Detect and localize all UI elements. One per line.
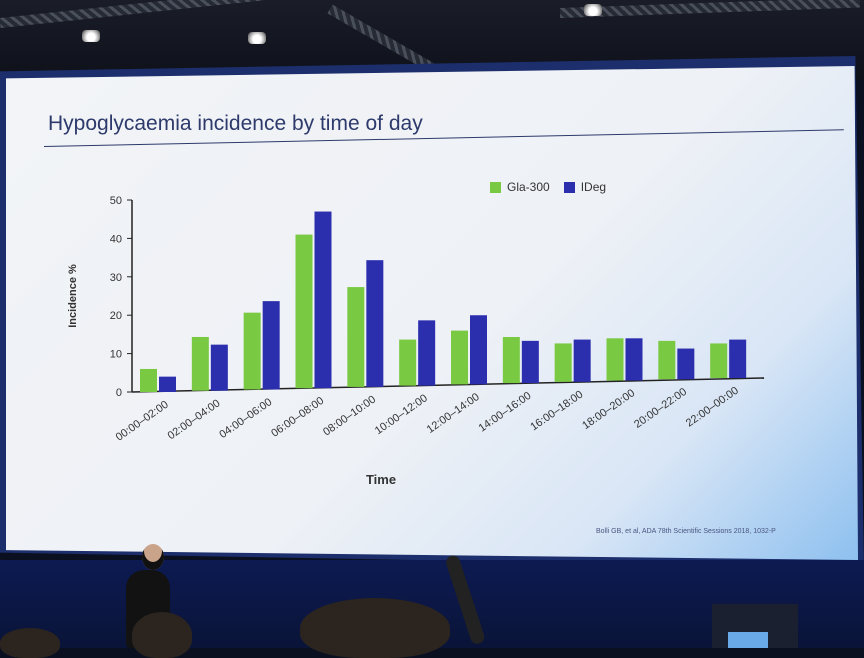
x-tick-label: 12:00–14:00 — [425, 391, 482, 436]
y-tick-label: 50 — [110, 195, 122, 207]
bar-gla300 — [710, 343, 728, 378]
slide — [6, 66, 858, 560]
x-tick-label: 18:00–20:00 — [580, 387, 637, 432]
x-tick-label: 08:00–10:00 — [321, 394, 378, 439]
slide-title: Hypoglycaemia incidence by time of day — [48, 112, 423, 135]
x-tick-label: 20:00–22:00 — [632, 386, 689, 431]
bar-gla300 — [243, 312, 261, 390]
bar-ideg — [418, 320, 436, 386]
y-tick-label: 20 — [110, 310, 122, 322]
audience-head — [300, 598, 450, 658]
bar-gla300 — [606, 338, 624, 381]
slide-citation: Bolli GB, et al, ADA 78th Scientific Ses… — [596, 528, 776, 535]
audience-head — [0, 628, 60, 658]
x-tick-label: 02:00–04:00 — [166, 397, 223, 442]
x-tick-label: 14:00–16:00 — [477, 390, 534, 435]
legend-swatch-gla300 — [490, 181, 501, 193]
bar-ideg — [314, 211, 332, 389]
stage-light — [584, 4, 602, 16]
y-tick-label: 0 — [116, 387, 122, 399]
x-tick-label: 06:00–08:00 — [269, 395, 326, 440]
stage-light — [248, 32, 266, 44]
x-tick-label: 04:00–06:00 — [217, 396, 274, 441]
x-tick-label: 22:00–00:00 — [684, 385, 741, 430]
bar-ideg — [366, 260, 384, 387]
y-tick-label: 30 — [110, 272, 122, 284]
speaker-head — [142, 544, 164, 570]
y-axis-title: Incidence % — [67, 264, 79, 328]
bar-ideg — [210, 344, 228, 391]
x-tick-label: 00:00–02:00 — [114, 399, 171, 444]
x-tick-label: 16:00–18:00 — [528, 388, 585, 433]
bar-gla300 — [399, 339, 417, 386]
bar-ideg — [262, 301, 280, 390]
bar-gla300 — [554, 343, 572, 382]
bar-ideg — [677, 348, 695, 380]
x-tick-label: 10:00–12:00 — [373, 392, 430, 437]
bar-gla300 — [347, 287, 365, 387]
bar-ideg — [521, 340, 539, 384]
bar-gla300 — [295, 234, 313, 389]
legend-item-ideg: IDeg — [563, 180, 607, 194]
bar-gla300 — [451, 330, 468, 385]
bar-gla300 — [191, 336, 209, 391]
stage-light — [82, 30, 100, 42]
bar-ideg — [159, 376, 176, 392]
bar-ideg — [625, 338, 643, 381]
bar-gla300 — [140, 368, 157, 392]
x-axis-title: Time — [366, 472, 396, 487]
legend-swatch-ideg — [563, 181, 575, 193]
y-tick-label: 10 — [110, 349, 122, 361]
y-tick-label: 40 — [110, 233, 122, 245]
bar-ideg — [470, 315, 487, 385]
legend-item-gla300: Gla-300 — [490, 180, 550, 194]
audience-head — [132, 612, 192, 658]
podium-monitor — [728, 632, 768, 648]
legend-label-ideg: IDeg — [580, 180, 607, 194]
legend-label-gla300: Gla-300 — [507, 180, 550, 194]
bar-gla300 — [502, 337, 520, 384]
bar-ideg — [729, 339, 747, 378]
chart-legend: Gla-300 IDeg — [490, 180, 606, 194]
bar-ideg — [573, 339, 591, 382]
x-axis-line — [131, 377, 765, 393]
bar-gla300 — [658, 340, 676, 380]
